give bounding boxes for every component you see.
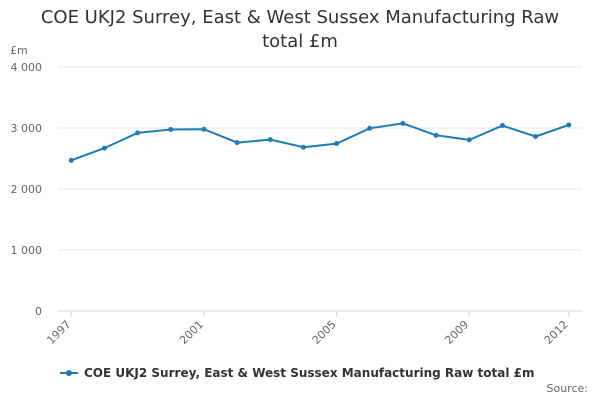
data-point[interactable] <box>533 134 539 140</box>
data-point[interactable] <box>367 125 373 131</box>
x-tick-label: 2009 <box>442 318 471 347</box>
data-point[interactable] <box>234 140 240 146</box>
x-axis-ticks: 1997 2001 2005 2009 2012 <box>44 311 571 347</box>
series-group <box>68 120 572 163</box>
data-point[interactable] <box>68 157 74 163</box>
x-tick-label: 1997 <box>44 318 73 347</box>
gridlines <box>58 66 582 312</box>
chart-title: COE UKJ2 Surrey, East & West Sussex Manu… <box>0 6 600 54</box>
y-tick-label: 0 <box>35 305 42 318</box>
chart-title-line-1: COE UKJ2 Surrey, East & West Sussex Manu… <box>40 7 560 28</box>
data-point[interactable] <box>566 122 572 128</box>
y-tick-label: 1 000 <box>11 244 43 257</box>
data-point[interactable] <box>201 126 207 132</box>
data-point[interactable] <box>400 120 406 126</box>
data-point[interactable] <box>300 144 306 150</box>
x-tick-label: 2005 <box>310 318 339 347</box>
data-point[interactable] <box>168 127 174 133</box>
y-tick-label: 2 000 <box>11 183 43 196</box>
x-tick-label: 2001 <box>177 318 206 347</box>
source-label: Source: <box>546 382 589 395</box>
x-tick-label: 2012 <box>542 318 571 347</box>
data-point[interactable] <box>499 123 505 129</box>
y-tick-label: 3 000 <box>11 122 43 135</box>
data-point[interactable] <box>267 137 273 143</box>
legend-line-marker-icon <box>60 367 78 379</box>
legend[interactable]: COE UKJ2 Surrey, East & West Sussex Manu… <box>60 366 534 380</box>
data-point[interactable] <box>466 137 472 143</box>
data-point[interactable] <box>433 132 439 138</box>
y-tick-label: 4 000 <box>11 61 43 74</box>
chart-title-line-2: total £m <box>262 31 338 52</box>
legend-label: COE UKJ2 Surrey, East & West Sussex Manu… <box>84 366 535 380</box>
data-point[interactable] <box>135 130 141 136</box>
data-point[interactable] <box>334 141 340 147</box>
data-point[interactable] <box>101 145 107 151</box>
y-axis-ticks: 0 1 000 2 000 3 000 4 000 <box>11 61 43 318</box>
y-axis-unit-label: £m <box>10 44 28 57</box>
series-line <box>70 122 570 162</box>
